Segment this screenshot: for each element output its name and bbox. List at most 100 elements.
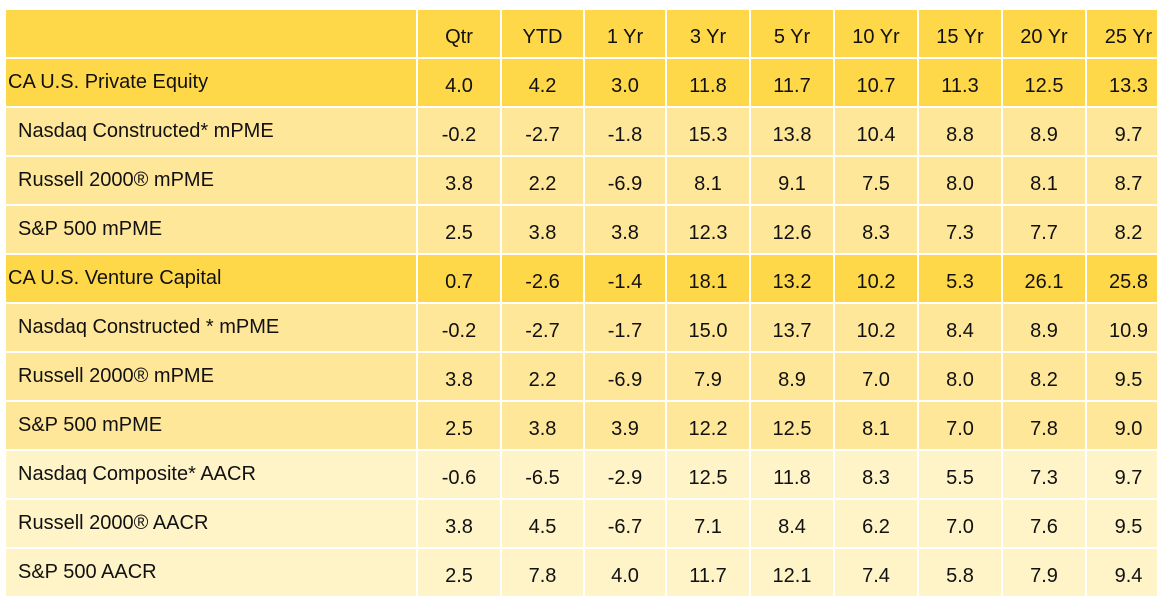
value-cell-3yr: 12.5 (667, 451, 749, 500)
row-label: Nasdaq Constructed* mPME (6, 108, 416, 157)
value-cell-25yr: 9.0 (1087, 402, 1157, 451)
value-cell-1yr: -6.7 (585, 500, 665, 549)
value-cell-25yr: 10.9 (1087, 304, 1157, 353)
value-cell-5yr: 13.8 (751, 108, 833, 157)
row-label: CA U.S. Private Equity (6, 59, 416, 108)
value-cell-15yr: 8.0 (919, 157, 1001, 206)
value-cell-5yr: 11.8 (751, 451, 833, 500)
header-cell-qtr: Qtr (418, 10, 500, 59)
header-cell-10yr: 10 Yr (835, 10, 917, 59)
value-cell-1yr: 4.0 (585, 549, 665, 598)
value-cell-3yr: 15.3 (667, 108, 749, 157)
value-cell-1yr: -1.7 (585, 304, 665, 353)
value-cell-5yr: 12.6 (751, 206, 833, 255)
value-cell-20yr: 7.6 (1003, 500, 1085, 549)
value-cell-15yr: 5.5 (919, 451, 1001, 500)
value-cell-1yr: -2.9 (585, 451, 665, 500)
value-cell-ytd: -2.7 (502, 108, 583, 157)
value-cell-15yr: 8.8 (919, 108, 1001, 157)
value-cell-qtr: 3.8 (418, 353, 500, 402)
value-cell-15yr: 5.3 (919, 255, 1001, 304)
value-cell-qtr: 0.7 (418, 255, 500, 304)
value-cell-1yr: 3.8 (585, 206, 665, 255)
value-cell-10yr: 8.3 (835, 206, 917, 255)
value-cell-25yr: 9.5 (1087, 500, 1157, 549)
value-cell-5yr: 13.7 (751, 304, 833, 353)
row-label: Russell 2000® AACR (6, 500, 416, 549)
value-cell-25yr: 13.3 (1087, 59, 1157, 108)
value-cell-10yr: 7.4 (835, 549, 917, 598)
value-cell-10yr: 10.4 (835, 108, 917, 157)
value-cell-25yr: 8.2 (1087, 206, 1157, 255)
value-cell-20yr: 8.1 (1003, 157, 1085, 206)
value-cell-1yr: -1.8 (585, 108, 665, 157)
value-cell-25yr: 8.7 (1087, 157, 1157, 206)
row-label: Nasdaq Composite* AACR (6, 451, 416, 500)
value-cell-ytd: 4.2 (502, 59, 583, 108)
value-cell-10yr: 7.0 (835, 353, 917, 402)
value-cell-qtr: 3.8 (418, 500, 500, 549)
value-cell-10yr: 10.2 (835, 255, 917, 304)
value-cell-15yr: 8.0 (919, 353, 1001, 402)
value-cell-20yr: 8.9 (1003, 304, 1085, 353)
header-cell-20yr: 20 Yr (1003, 10, 1085, 59)
value-cell-qtr: -0.2 (418, 108, 500, 157)
value-cell-qtr: -0.2 (418, 304, 500, 353)
value-cell-10yr: 10.2 (835, 304, 917, 353)
value-cell-10yr: 8.3 (835, 451, 917, 500)
value-cell-25yr: 25.8 (1087, 255, 1157, 304)
value-cell-1yr: -1.4 (585, 255, 665, 304)
value-cell-qtr: 2.5 (418, 402, 500, 451)
value-cell-15yr: 11.3 (919, 59, 1001, 108)
header-cell-ytd: YTD (502, 10, 583, 59)
value-cell-qtr: 3.8 (418, 157, 500, 206)
value-cell-3yr: 7.1 (667, 500, 749, 549)
value-cell-25yr: 9.5 (1087, 353, 1157, 402)
returns-table: Qtr YTD 1 Yr 3 Yr 5 Yr 10 Yr 15 Yr 20 Yr… (6, 10, 1157, 598)
value-cell-3yr: 8.1 (667, 157, 749, 206)
value-cell-5yr: 12.5 (751, 402, 833, 451)
value-cell-20yr: 7.9 (1003, 549, 1085, 598)
value-cell-3yr: 12.2 (667, 402, 749, 451)
value-cell-3yr: 11.8 (667, 59, 749, 108)
value-cell-ytd: 3.8 (502, 206, 583, 255)
value-cell-25yr: 9.7 (1087, 451, 1157, 500)
value-cell-ytd: 3.8 (502, 402, 583, 451)
value-cell-20yr: 7.3 (1003, 451, 1085, 500)
value-cell-25yr: 9.7 (1087, 108, 1157, 157)
value-cell-15yr: 5.8 (919, 549, 1001, 598)
value-cell-qtr: 2.5 (418, 206, 500, 255)
value-cell-ytd: -6.5 (502, 451, 583, 500)
value-cell-5yr: 11.7 (751, 59, 833, 108)
value-cell-1yr: -6.9 (585, 353, 665, 402)
value-cell-ytd: 7.8 (502, 549, 583, 598)
value-cell-5yr: 8.9 (751, 353, 833, 402)
value-cell-10yr: 8.1 (835, 402, 917, 451)
header-cell-5yr: 5 Yr (751, 10, 833, 59)
value-cell-20yr: 8.9 (1003, 108, 1085, 157)
value-cell-15yr: 7.0 (919, 500, 1001, 549)
value-cell-1yr: 3.0 (585, 59, 665, 108)
value-cell-20yr: 8.2 (1003, 353, 1085, 402)
row-label: CA U.S. Venture Capital (6, 255, 416, 304)
value-cell-10yr: 7.5 (835, 157, 917, 206)
value-cell-25yr: 9.4 (1087, 549, 1157, 598)
value-cell-3yr: 18.1 (667, 255, 749, 304)
value-cell-5yr: 13.2 (751, 255, 833, 304)
value-cell-3yr: 11.7 (667, 549, 749, 598)
row-label: Russell 2000® mPME (6, 353, 416, 402)
value-cell-20yr: 7.7 (1003, 206, 1085, 255)
value-cell-20yr: 7.8 (1003, 402, 1085, 451)
value-cell-qtr: -0.6 (418, 451, 500, 500)
row-label: Nasdaq Constructed * mPME (6, 304, 416, 353)
value-cell-ytd: -2.6 (502, 255, 583, 304)
row-label: Russell 2000® mPME (6, 157, 416, 206)
value-cell-ytd: 2.2 (502, 353, 583, 402)
value-cell-20yr: 12.5 (1003, 59, 1085, 108)
value-cell-ytd: 2.2 (502, 157, 583, 206)
value-cell-ytd: 4.5 (502, 500, 583, 549)
row-label: S&P 500 AACR (6, 549, 416, 598)
value-cell-3yr: 7.9 (667, 353, 749, 402)
value-cell-20yr: 26.1 (1003, 255, 1085, 304)
value-cell-10yr: 10.7 (835, 59, 917, 108)
